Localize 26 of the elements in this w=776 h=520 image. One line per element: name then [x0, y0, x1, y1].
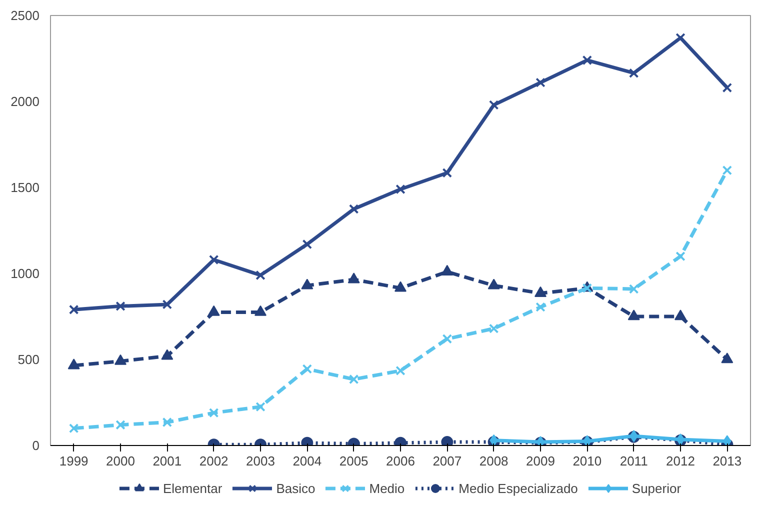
- x-tick-label: 2009: [526, 454, 555, 468]
- y-tick-label: 1500: [10, 180, 40, 195]
- x-tick-label: 2013: [712, 454, 742, 468]
- x-tick-label: 2005: [339, 454, 368, 468]
- x-tick-label: 2011: [620, 454, 648, 468]
- x-tick-label: 2007: [432, 454, 462, 468]
- x-tick-label: 2010: [572, 454, 602, 468]
- x-tick-label: 2006: [386, 454, 415, 468]
- legend-label: Superior: [632, 480, 682, 496]
- legend-label: Basico: [276, 480, 316, 496]
- legend-label: Medio Especializado: [458, 480, 578, 496]
- legend-label: Medio: [369, 480, 405, 496]
- y-tick-label: 2000: [10, 94, 40, 109]
- x-tick-label: 2012: [666, 454, 695, 468]
- y-tick-label: 1000: [10, 266, 40, 281]
- x-tick-label: 2004: [292, 454, 322, 468]
- x-tick-label: 2003: [246, 454, 275, 468]
- x-tick-label: 2002: [199, 454, 228, 468]
- y-tick-label: 500: [18, 352, 40, 367]
- x-tick-label: 2008: [479, 454, 508, 468]
- x-tick-label: 2000: [106, 454, 135, 468]
- y-tick-label: 0: [32, 438, 40, 453]
- legend-label: Elementar: [162, 480, 222, 496]
- y-tick-label: 2500: [10, 8, 40, 23]
- x-tick-label: 1999: [59, 454, 88, 468]
- x-tick-label: 2001: [152, 454, 182, 468]
